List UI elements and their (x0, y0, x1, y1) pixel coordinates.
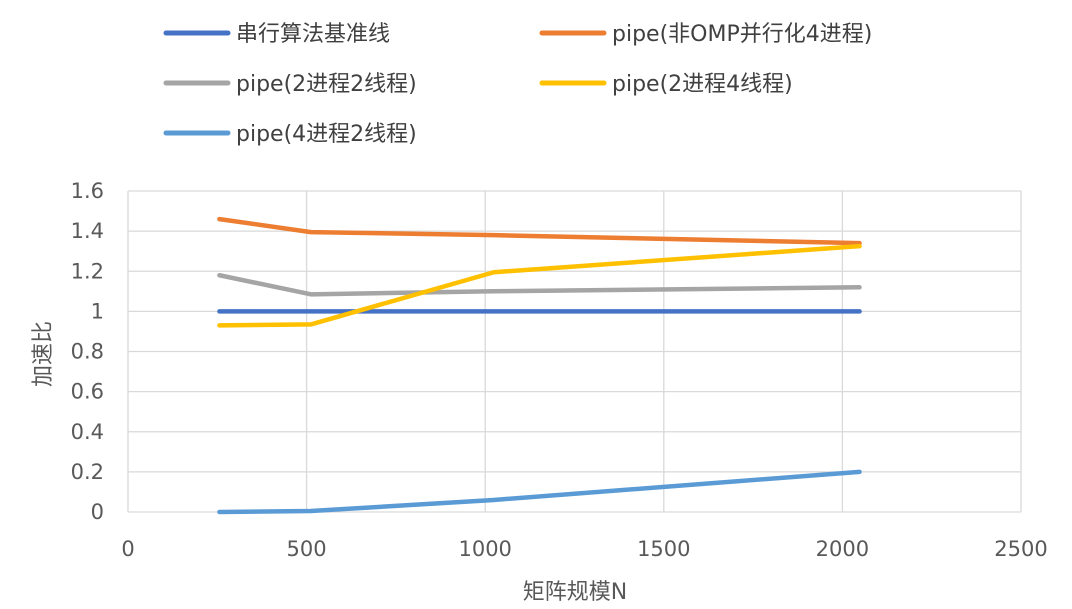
legend-label-2: pipe(非OMP并行化4进程) (612, 22, 872, 47)
y-tick-label: 1.6 (71, 179, 104, 203)
x-tick-label: 1000 (458, 537, 511, 561)
x-tick-label: 2500 (994, 537, 1047, 561)
legend: 串行算法基准线 pipe(非OMP并行化4进程) pipe(2进程2线程) pipe(… (163, 22, 872, 147)
y-tick-label: 0.2 (71, 460, 104, 484)
series-layer (217, 216, 862, 515)
x-tick-label: 2000 (816, 537, 869, 561)
series-line-2 (217, 216, 862, 246)
x-tick-label: 500 (287, 537, 327, 561)
y-tick-label: 1 (91, 299, 104, 323)
series-line-3 (217, 273, 862, 297)
y-tick-label: 1.2 (71, 259, 104, 283)
x-tick-label: 0 (121, 537, 134, 561)
x-tick-label: 1500 (637, 537, 690, 561)
y-tick-label: 1.4 (71, 219, 104, 243)
legend-label-4: pipe(2进程4线程) (612, 72, 793, 97)
y-tick-label: 0.8 (71, 340, 104, 364)
x-axis-title: 矩阵规模N (523, 580, 627, 605)
y-tick-label: 0.6 (71, 380, 104, 404)
tick-layer: 0 0.2 0.4 0.6 0.8 1 1.2 1.4 1.6 0 500 1000 1500 2000 2… (71, 179, 1048, 561)
legend-label-3: pipe(2进程2线程) (236, 72, 417, 97)
series-line-5 (217, 469, 862, 515)
legend-label-5: pipe(4进程2线程) (236, 122, 417, 147)
series-line-4 (217, 243, 862, 328)
legend-label-1: 串行算法基准线 (236, 22, 390, 47)
y-axis-title: 加速比 (31, 321, 56, 387)
y-tick-label: 0.4 (71, 420, 104, 444)
y-tick-label: 0 (91, 500, 104, 524)
